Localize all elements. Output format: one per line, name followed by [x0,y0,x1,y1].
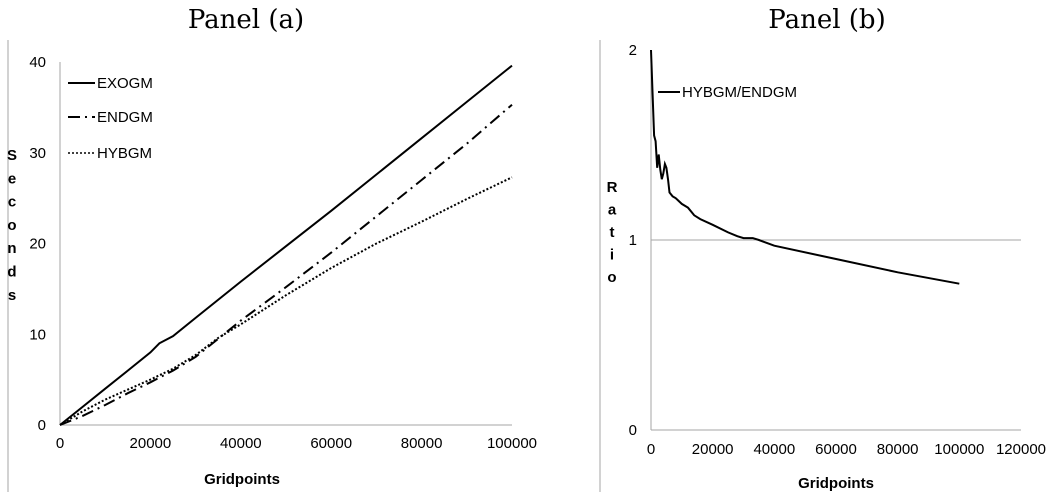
x-tick-label: 20000 [130,435,172,452]
y-tick-label: 10 [29,326,46,343]
x-tick-label: 40000 [753,441,795,458]
panel-a-title: Panel (a) [188,5,304,35]
x-tick-label: 120000 [996,441,1046,458]
y-tick-label: 0 [38,417,46,434]
x-tick-label: 60000 [310,435,352,452]
y-tick-label: 2 [629,42,637,59]
legend-label-ratio: HYBGM/ENDGM [682,84,797,101]
panel-a-y-ticks: 0 10 20 30 40 [29,54,46,434]
x-tick-label: 20000 [692,441,734,458]
x-tick-label: 40000 [220,435,262,452]
y-tick-label: 20 [29,236,46,253]
y-title-letter: i [610,247,614,264]
x-tick-label: 100000 [934,441,984,458]
chart-panel-a: Panel (a) 0 20000 40000 60000 80000 100000 0 1… [7,5,537,492]
series-line-hybgm [59,176,513,426]
y-title-letter: c [8,194,16,211]
y-title-letter: e [8,170,16,187]
series-line-hybgm-endgm [650,49,960,285]
x-tick-label: 100000 [487,435,537,452]
y-tick-label: 0 [629,422,637,439]
y-title-letter: o [607,269,616,286]
panel-b-series [650,49,960,285]
panel-a-x-ticks: 0 20000 40000 60000 80000 100000 [56,435,537,452]
x-tick-label: 80000 [401,435,443,452]
series-line-exogm [59,64,513,426]
panel-a-series [59,64,513,426]
y-tick-label: 40 [29,54,46,71]
x-tick-label: 0 [56,435,64,452]
y-title-letter: R [607,179,618,196]
y-title-letter: a [608,202,617,219]
panel-b-legend: HYBGM/ENDGM [658,84,797,101]
x-tick-label: 80000 [877,441,919,458]
y-title-letter: t [610,224,615,241]
x-tick-label: 0 [647,441,655,458]
x-tick-label: 60000 [815,441,857,458]
series-line-endgm [59,103,513,426]
y-title-letter: d [7,264,16,281]
legend-label-endgm: ENDGM [97,109,153,126]
panel-b-title: Panel (b) [768,5,885,35]
y-tick-label: 1 [629,232,637,249]
panel-a-x-title: Gridpoints [204,471,280,488]
y-title-letter: o [7,217,16,234]
legend-label-exogm: EXOGM [97,75,153,92]
legend-label-hybgm: HYBGM [97,145,152,162]
y-tick-label: 30 [29,145,46,162]
panel-a-legend: EXOGM ENDGM HYBGM [68,75,153,162]
y-title-letter: s [8,287,16,304]
panel-b-y-ticks: 0 1 2 [629,42,637,439]
y-title-letter: n [7,240,16,257]
panel-b-x-ticks: 0 20000 40000 60000 80000 100000 120000 [647,441,1046,458]
y-title-letter: S [7,147,17,164]
panel-b-x-title: Gridpoints [798,475,874,492]
chart-panel-b: Panel (b) 0 20000 40000 60000 80000 100000 120… [599,5,1046,492]
